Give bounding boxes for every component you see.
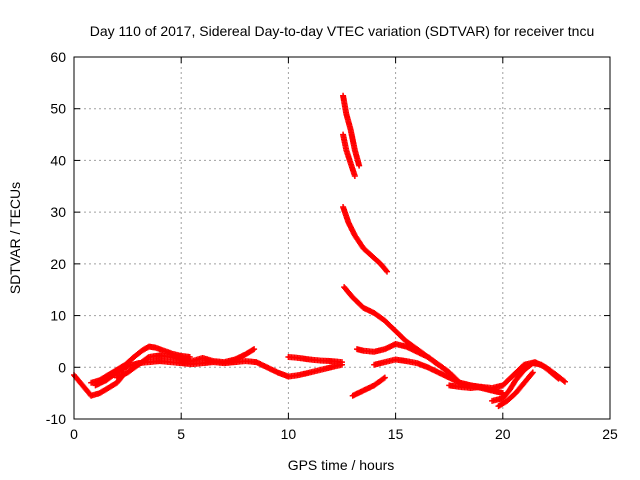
data-point	[380, 375, 387, 382]
series-arc-n	[489, 360, 562, 404]
y-tick-label: 30	[50, 204, 66, 220]
x-tick-label: 0	[70, 426, 78, 442]
data-point	[528, 370, 535, 377]
x-tick-label: 20	[495, 426, 511, 442]
data-layer	[71, 92, 568, 410]
data-point	[356, 162, 363, 169]
series-arc-e	[285, 353, 345, 366]
data-point	[555, 375, 562, 382]
y-tick-label: 60	[50, 49, 66, 65]
x-tick-label: 15	[388, 426, 404, 442]
series-arc-h	[340, 203, 391, 275]
series-arc-f	[340, 92, 363, 169]
x-tick-label: 25	[602, 426, 618, 442]
chart-title: Day 110 of 2017, Sidereal Day-to-day VTE…	[90, 23, 594, 39]
data-point	[383, 267, 390, 274]
data-point	[381, 374, 388, 381]
x-tick-label: 10	[281, 426, 297, 442]
y-tick-label: 0	[58, 359, 66, 375]
data-point	[251, 346, 258, 353]
data-point	[561, 378, 568, 385]
series-arc-g	[340, 131, 358, 179]
y-axis-label: SDTVAR / TECUs	[7, 182, 23, 294]
data-point	[351, 172, 358, 179]
series-arc-k	[349, 374, 388, 399]
y-tick-label: 50	[50, 101, 66, 117]
series-arc-m	[446, 359, 568, 391]
data-point	[554, 374, 561, 381]
y-tick-label: 20	[50, 256, 66, 272]
data-point	[529, 369, 536, 376]
x-tick-label: 5	[177, 426, 185, 442]
data-point	[384, 268, 391, 275]
series-arc-l	[371, 356, 506, 397]
y-tick-label: 10	[50, 308, 66, 324]
series-arc-o	[495, 369, 536, 410]
y-tick-label: -10	[46, 411, 66, 427]
x-axis-label: GPS time / hours	[288, 457, 395, 473]
y-tick-label: 40	[50, 152, 66, 168]
plot-frame	[73, 56, 611, 420]
data-point	[339, 359, 345, 366]
data-point	[560, 377, 567, 384]
series-arc-d	[113, 346, 258, 381]
